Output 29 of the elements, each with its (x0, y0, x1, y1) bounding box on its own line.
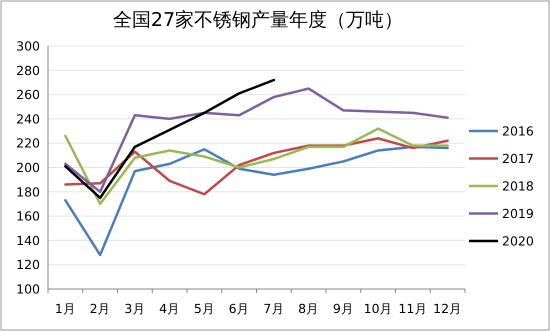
y-tick-label: 200 (16, 160, 40, 175)
legend-label: 2020 (502, 234, 534, 248)
x-tick-label: 9月 (332, 301, 354, 316)
y-tick-label: 100 (16, 282, 40, 296)
x-tick-label: 3月 (124, 301, 146, 316)
y-tick-label: 280 (16, 62, 40, 78)
x-tick-label: 8月 (298, 301, 320, 316)
legend-label: 2017 (502, 151, 534, 166)
title: 全国27家不锈钢产量年度（万吨） (112, 9, 404, 31)
y-tick-label: 300 (16, 38, 40, 54)
y-tick-label: 240 (16, 111, 40, 126)
y-tick-label: 160 (16, 208, 40, 224)
y-tick-label: 140 (16, 232, 40, 248)
x-tick-label: 6月 (228, 301, 250, 316)
y-tick-label: 260 (16, 87, 40, 102)
x-tick-label: 11月 (398, 301, 428, 316)
legend-label: 2016 (502, 124, 534, 138)
x-tick-label: 5月 (194, 301, 215, 316)
x-tick-label: 4月 (159, 301, 180, 316)
legend-label: 2019 (502, 206, 534, 221)
legend-label: 2018 (502, 178, 534, 194)
y-tick-label: 180 (16, 184, 40, 200)
x-tick-label: 2月 (90, 301, 111, 316)
x-tick-label: 12月 (433, 301, 462, 316)
x-tick-label: 7月 (263, 301, 284, 316)
x-tick-label: 10月 (364, 301, 393, 316)
y-tick-label: 220 (16, 136, 40, 151)
x-tick-label: 1月 (54, 301, 76, 316)
y-tick-label: 120 (16, 257, 40, 272)
